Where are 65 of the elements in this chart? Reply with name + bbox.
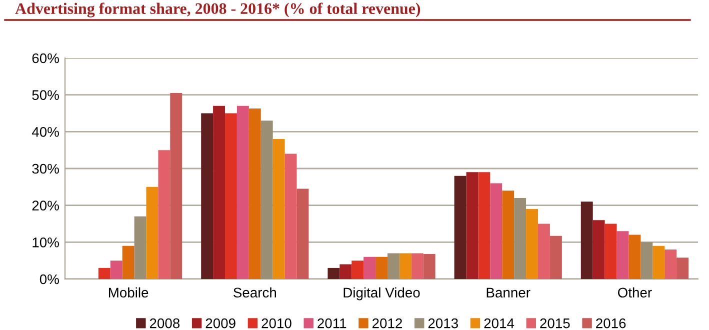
legend-label: 2013 — [428, 318, 458, 328]
y-tick-label: 60% — [32, 53, 59, 64]
bar — [248, 108, 261, 279]
bar — [352, 260, 364, 279]
y-tick-label: 50% — [32, 90, 59, 100]
bar — [490, 183, 502, 279]
bar — [284, 154, 297, 279]
bar — [514, 198, 526, 279]
x-tick-label: Other — [618, 287, 652, 298]
bar — [676, 258, 689, 279]
bar — [478, 172, 490, 279]
bar — [296, 188, 309, 279]
bar — [526, 209, 538, 279]
legend-label: 2012 — [372, 318, 402, 328]
bar — [158, 150, 170, 279]
y-tick-label: 20% — [32, 200, 59, 211]
bar — [201, 113, 214, 279]
y-tick-label: 40% — [32, 127, 59, 137]
legend-label: 2009 — [206, 318, 236, 328]
x-tick-label: Search — [234, 287, 276, 298]
bar — [98, 268, 110, 279]
bar — [592, 220, 605, 279]
bar — [466, 172, 478, 279]
y-tick-label: 0% — [40, 274, 59, 284]
bar — [454, 176, 466, 279]
bar — [110, 260, 122, 279]
bar — [134, 216, 146, 279]
legend-label: 2008 — [150, 318, 180, 328]
bar — [225, 113, 237, 279]
bar — [423, 254, 436, 279]
bar — [387, 253, 400, 279]
bar — [652, 246, 665, 279]
bar — [260, 120, 273, 279]
bar — [399, 253, 412, 279]
bar — [411, 253, 424, 279]
bar — [640, 242, 653, 279]
legend-label: 2016 — [596, 318, 626, 328]
bar — [328, 268, 340, 279]
y-tick-label: 30% — [32, 164, 59, 174]
legend-label: 2015 — [540, 318, 570, 328]
x-tick-label: Digital Video — [344, 287, 420, 300]
y-tick-label: 10% — [32, 238, 59, 248]
bar — [502, 190, 514, 279]
legend-label: 2011 — [318, 318, 346, 328]
bar — [616, 231, 629, 279]
bar — [538, 224, 550, 279]
bar — [664, 250, 677, 279]
bar — [364, 256, 376, 279]
bar — [604, 224, 617, 279]
bar — [146, 186, 158, 279]
bar — [236, 106, 249, 279]
chart-title: Advertising format share, 2008 - 2016* (% of total revenue) — [15, 2, 420, 18]
bar — [550, 236, 562, 279]
bar — [213, 106, 226, 279]
bar — [580, 202, 593, 279]
x-tick-label: Mobile — [108, 287, 148, 298]
bar — [122, 246, 134, 279]
bar — [170, 92, 182, 279]
bar — [272, 139, 285, 279]
legend-label: 2014 — [484, 318, 514, 328]
bar — [340, 264, 352, 279]
bar — [376, 256, 388, 279]
bar — [628, 234, 641, 279]
legend-label: 2010 — [262, 318, 292, 328]
x-tick-label: Banner — [486, 288, 530, 298]
